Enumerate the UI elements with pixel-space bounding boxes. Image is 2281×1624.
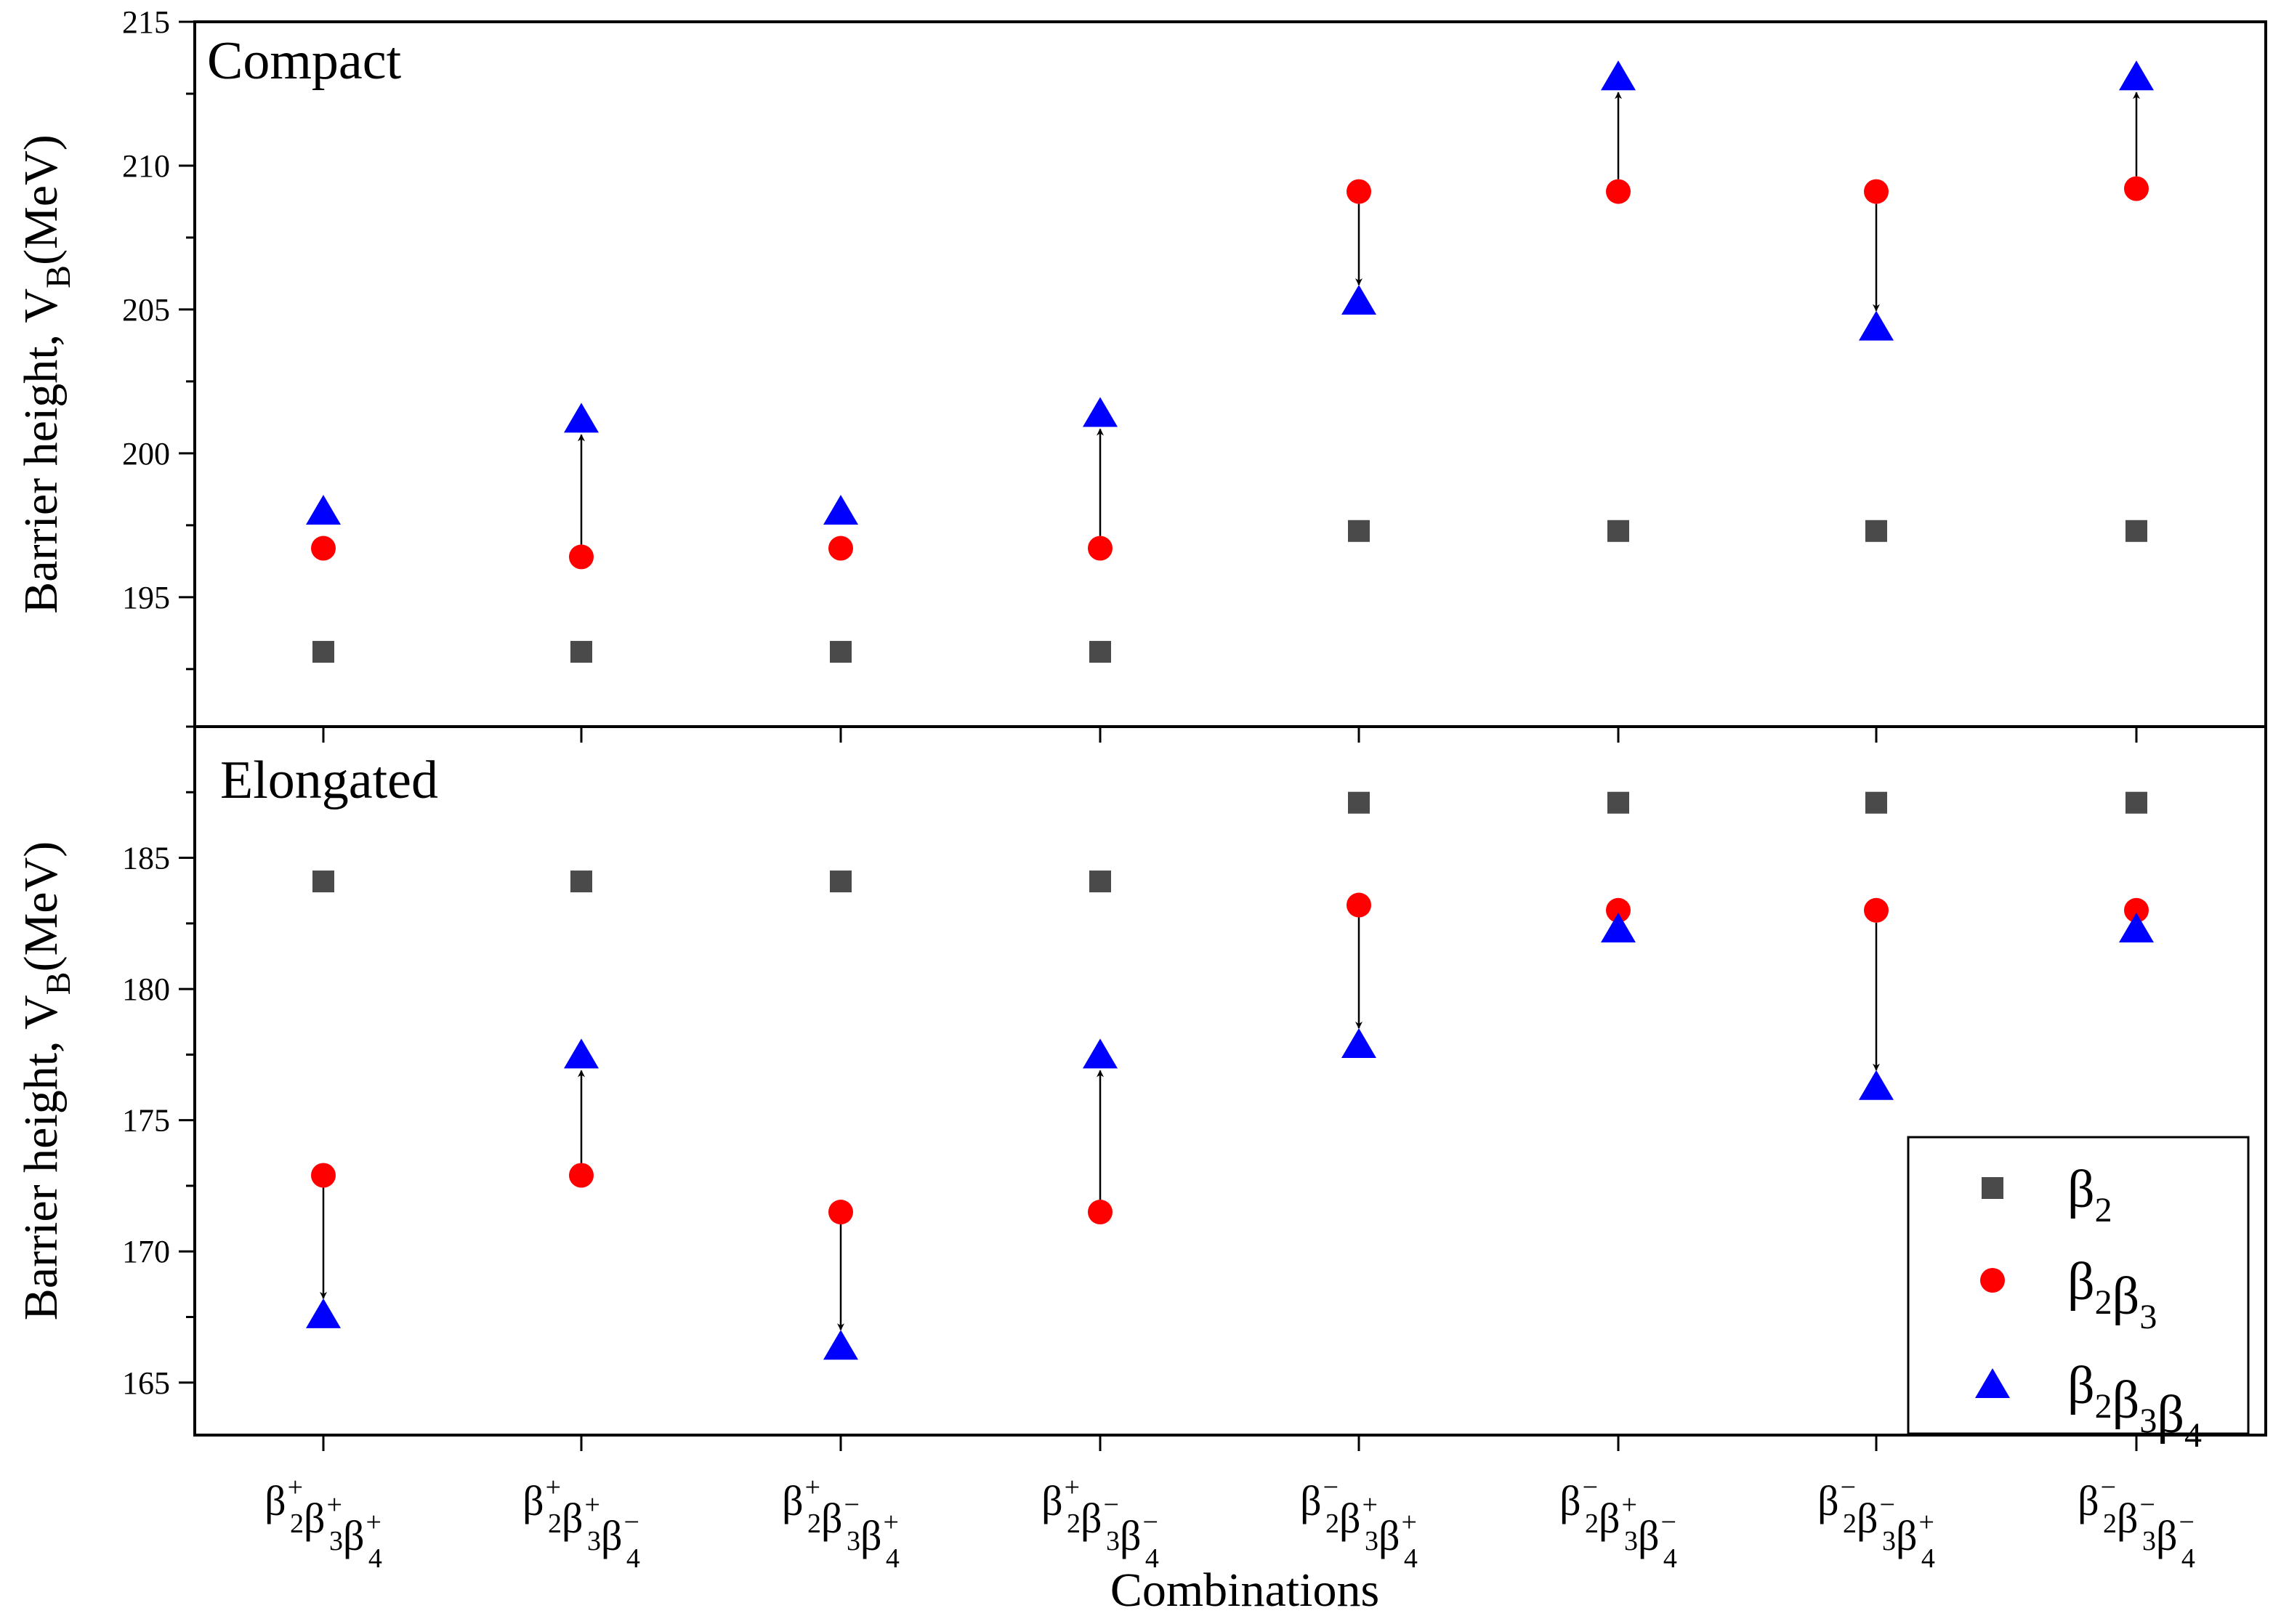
elongated-point-series0	[570, 870, 592, 893]
x-category-label: β− 2β− 3β+ 4	[1817, 1472, 1935, 1574]
elongated-point-series2	[1341, 1027, 1376, 1058]
compact-y-tick-label: 210	[122, 148, 170, 184]
elongated-point-series1	[2124, 897, 2149, 923]
compact-plot-frame	[193, 20, 2267, 728]
elongated-y-tick-label: 175	[122, 1103, 170, 1139]
elongated-point-series1	[311, 1163, 336, 1188]
compact-y-tick-label: 215	[122, 4, 170, 40]
compact-point-series1	[1347, 179, 1371, 204]
x-category-label: β− 2β+ 3β− 4	[1559, 1472, 1677, 1574]
compact-point-series2	[1601, 60, 1636, 91]
legend-box	[1907, 1136, 2250, 1435]
elongated-point-series2	[2119, 913, 2154, 943]
compact-point-series1	[1864, 179, 1889, 204]
legend-label-2: β2β3β4	[2067, 1356, 2202, 1455]
elongated-point-series0	[1865, 791, 1887, 814]
elongated-point-series2	[1601, 913, 1636, 943]
compact-point-series2	[306, 495, 341, 525]
elongated-point-series1	[1606, 897, 1631, 923]
compact-y-axis-title: Barrier height, VB(MeV)	[15, 134, 78, 613]
elongated-panel: 165 170 175 180 185 Barrier height, VB(MeV) El…	[15, 725, 2267, 1451]
compact-y-tick-label: 200	[122, 436, 170, 472]
elongated-y-tick-label: 185	[122, 841, 170, 876]
elongated-point-series0	[312, 870, 334, 893]
compact-point-series2	[2119, 60, 2154, 91]
compact-point-series0	[1089, 641, 1111, 663]
elongated-point-series2	[1859, 1070, 1894, 1100]
elongated-point-series1	[1864, 897, 1889, 923]
elongated-point-series1	[1347, 892, 1371, 918]
compact-panel-title: Compact	[207, 31, 402, 91]
compact-point-series1	[1606, 179, 1631, 204]
compact-point-series1	[1088, 536, 1113, 561]
elongated-point-series0	[1089, 870, 1111, 893]
elongated-point-series1	[1088, 1200, 1113, 1225]
elongated-point-series2	[306, 1298, 341, 1328]
legend-marker-0	[1982, 1177, 2003, 1199]
x-category-label: β− 2β− 3β− 4	[2078, 1472, 2195, 1574]
elongated-panel-title: Elongated	[220, 751, 438, 810]
compact-point-series1	[569, 544, 594, 570]
x-axis-title: Combinations	[1110, 1564, 1379, 1617]
compact-point-series2	[1859, 310, 1894, 341]
elongated-point-series0	[1607, 791, 1629, 814]
legend-label-0: β2	[2067, 1160, 2112, 1229]
compact-point-series1	[311, 536, 336, 561]
legend: β2 β2β3 β2β3β4	[1907, 1136, 2250, 1455]
elongated-y-axis-title: Barrier height, VB(MeV)	[15, 841, 78, 1320]
elongated-point-series0	[830, 870, 852, 893]
legend-label-1: β2β3	[2067, 1252, 2157, 1336]
compact-y-tick-label: 195	[122, 580, 170, 615]
elongated-y-tick-label: 165	[122, 1365, 170, 1401]
x-category-label: β+ 2β+ 3β− 4	[522, 1472, 640, 1574]
compact-point-series2	[1341, 285, 1376, 315]
elongated-point-series2	[564, 1038, 599, 1069]
elongated-point-series0	[1348, 791, 1370, 814]
elongated-point-series1	[569, 1163, 594, 1188]
elongated-point-series0	[2125, 791, 2147, 814]
elongated-point-series2	[823, 1330, 858, 1360]
elongated-plot-frame	[193, 725, 2267, 1437]
compact-point-series0	[830, 641, 852, 663]
compact-point-series1	[828, 536, 853, 561]
compact-point-series0	[1607, 520, 1629, 542]
x-category-label: β+ 2β− 3β+ 4	[782, 1472, 900, 1574]
compact-panel: 195 200 205 210 215 Barrier height, VB(MeV) Co…	[15, 4, 2267, 743]
compact-point-series0	[1348, 520, 1370, 542]
legend-marker-1	[1980, 1268, 2005, 1293]
compact-point-series0	[2125, 520, 2147, 542]
compact-point-series2	[564, 403, 599, 433]
compact-point-series2	[823, 495, 858, 525]
compact-point-series0	[312, 641, 334, 663]
legend-marker-2	[1975, 1368, 2010, 1398]
compact-point-series0	[1865, 520, 1887, 542]
compact-y-tick-label: 205	[122, 292, 170, 328]
x-category-label: β− 2β+ 3β+ 4	[1300, 1472, 1418, 1574]
compact-point-series0	[570, 641, 592, 663]
elongated-y-tick-label: 180	[122, 971, 170, 1007]
elongated-point-series1	[828, 1200, 853, 1225]
compact-point-series1	[2124, 176, 2149, 201]
elongated-point-series2	[1083, 1038, 1118, 1069]
elongated-y-tick-label: 170	[122, 1234, 170, 1269]
x-category-label: β+ 2β+ 3β+ 4	[265, 1472, 382, 1574]
compact-point-series2	[1083, 397, 1118, 427]
x-category-label: β+ 2β− 3β− 4	[1041, 1472, 1159, 1574]
